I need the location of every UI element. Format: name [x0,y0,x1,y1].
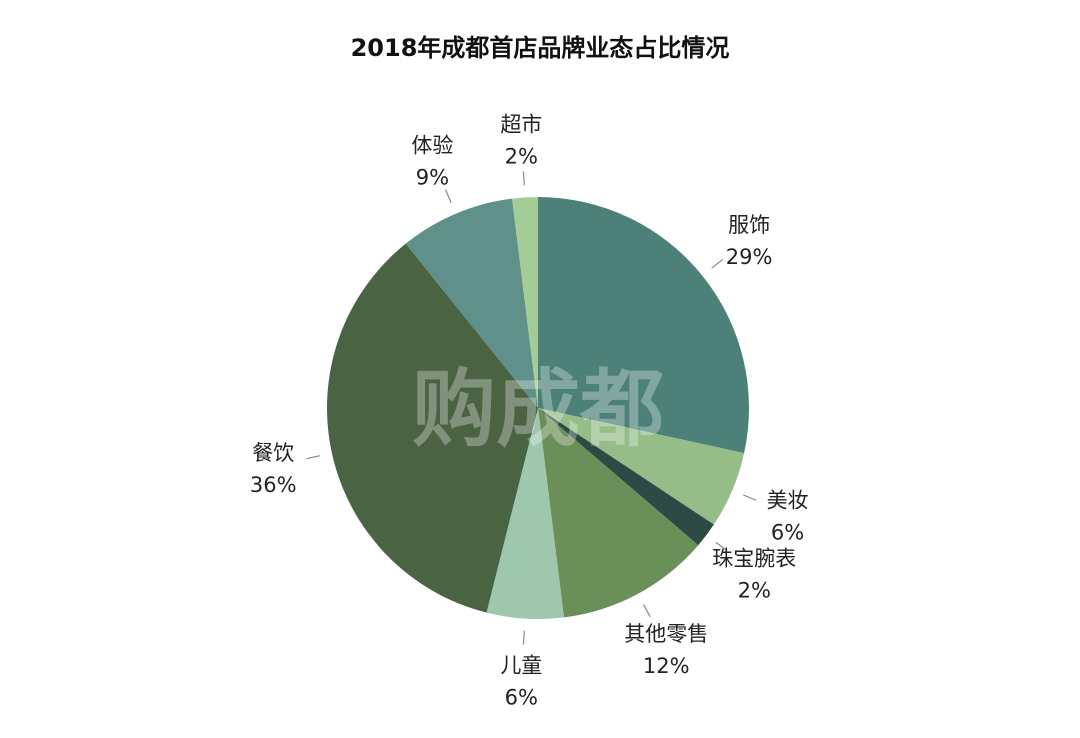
pie-slice [405,198,538,408]
slice-label: 服饰 [728,213,770,237]
slice-label: 体验 [411,133,453,157]
slice-label: 超市 [500,113,542,137]
pie-slice [512,197,538,408]
pie-slice [538,408,714,546]
pie-slice [538,197,749,454]
slice-value-label: 2% [738,578,771,602]
pie-slice [538,408,745,525]
leader-line [306,455,321,460]
pie-slice [538,408,699,618]
slice-value-label: 6% [771,521,804,545]
slice-value-label: 9% [416,165,449,189]
slice-label: 儿童 [500,653,542,677]
pie-slice [486,408,564,619]
leader-line [445,189,452,203]
pie-slice [327,243,538,613]
chart-title: 2018年成都首店品牌业态占比情况 [350,34,730,62]
leader-lines-layer [306,171,757,645]
leader-line [715,541,728,552]
slice-value-label: 29% [726,245,773,269]
slice-value-label: 2% [505,145,538,169]
slice-value-label: 36% [250,473,297,497]
slices-layer [327,197,749,619]
leader-line [522,630,525,645]
leader-line [522,171,525,186]
leader-line [711,258,724,269]
watermark-text: 购成都 [412,360,664,458]
slice-value-label: 6% [505,685,538,709]
leader-line [642,604,651,618]
leader-line [743,494,757,501]
slice-value-label: 12% [643,654,690,678]
slice-label: 其他零售 [624,622,708,646]
slice-label: 美妆 [767,489,809,513]
slice-label: 珠宝腕表 [712,546,796,570]
slice-label: 餐饮 [252,441,294,465]
